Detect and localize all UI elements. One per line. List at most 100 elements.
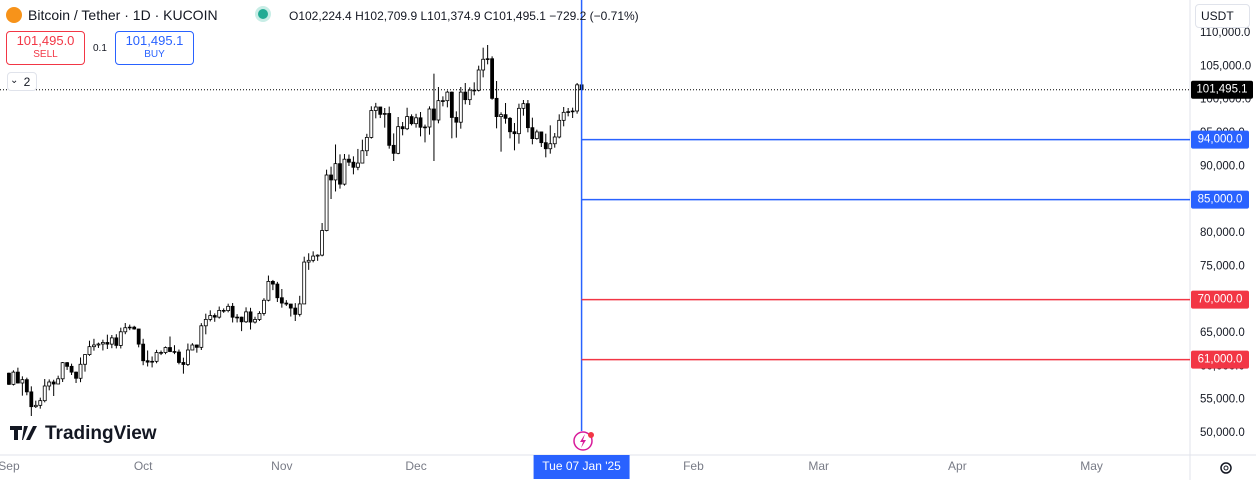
candle-body bbox=[262, 299, 266, 314]
candle-body bbox=[248, 311, 253, 323]
close-value: C101,495.1 bbox=[483, 9, 546, 23]
candle-body bbox=[127, 326, 132, 329]
tradingview-logo: TradingView bbox=[10, 423, 157, 444]
candle-body bbox=[208, 315, 213, 320]
candle-body bbox=[132, 326, 137, 330]
candle-body bbox=[539, 131, 544, 144]
candle-body bbox=[347, 158, 351, 163]
candle-body bbox=[168, 347, 172, 352]
candle-body bbox=[203, 318, 208, 327]
sell-button[interactable]: 101,495.0 SELL bbox=[6, 31, 85, 65]
candle-body bbox=[100, 342, 105, 345]
candle-body bbox=[575, 84, 580, 112]
low-value: L101,374.9 bbox=[420, 9, 481, 23]
candle-body bbox=[427, 108, 432, 128]
buy-button[interactable]: 101,495.1 BUY bbox=[115, 31, 194, 65]
price-line-label-box bbox=[1191, 130, 1249, 149]
candle-body bbox=[566, 111, 571, 113]
candle-body bbox=[24, 379, 29, 393]
y-tick-label: 110,000.0 bbox=[1200, 27, 1250, 39]
coin-icon bbox=[6, 7, 22, 23]
last-price-label-box bbox=[1191, 80, 1253, 99]
candle-body bbox=[525, 103, 530, 129]
candle-body bbox=[458, 91, 463, 123]
candle-body bbox=[382, 113, 387, 115]
candle-body bbox=[56, 378, 61, 385]
candle-body bbox=[360, 150, 365, 164]
chevron: ⌄ bbox=[10, 75, 19, 86]
candle-body bbox=[557, 119, 562, 138]
candle-body bbox=[561, 111, 566, 121]
candle-body bbox=[60, 362, 65, 380]
y-tick-label: 75,000.0 bbox=[1200, 260, 1245, 272]
candle-body bbox=[508, 117, 512, 133]
candle-body bbox=[141, 343, 146, 362]
candle-body bbox=[467, 89, 472, 101]
candle-body bbox=[123, 327, 128, 333]
settings-icon[interactable] bbox=[1220, 462, 1232, 474]
y-tick-label: 55,000.0 bbox=[1200, 394, 1245, 406]
candle-body bbox=[42, 385, 47, 402]
candle-body bbox=[235, 316, 240, 319]
y-tick-label: 65,000.0 bbox=[1200, 327, 1245, 339]
candle-body bbox=[145, 360, 150, 363]
candle-body bbox=[490, 58, 495, 99]
candle-body bbox=[436, 100, 441, 121]
candle-body bbox=[548, 143, 553, 150]
candle-body bbox=[154, 352, 159, 362]
x-tick-label: Apr bbox=[948, 459, 967, 473]
candle-body bbox=[400, 126, 405, 130]
y-tick-label: 80,000.0 bbox=[1200, 227, 1245, 239]
candle-body bbox=[230, 305, 235, 318]
candle-body bbox=[306, 259, 311, 263]
candle-body bbox=[570, 110, 575, 113]
candle-body bbox=[159, 352, 163, 354]
candle-body bbox=[329, 174, 333, 181]
candle-body bbox=[96, 343, 101, 346]
crosshair-label-box bbox=[533, 455, 630, 479]
candle-body bbox=[418, 117, 423, 128]
x-tick-label: Mar bbox=[808, 459, 829, 473]
candle-body bbox=[534, 131, 539, 140]
candle-body bbox=[105, 342, 110, 345]
alert-icon bbox=[573, 431, 594, 451]
candle-body bbox=[199, 325, 204, 348]
candle-body bbox=[288, 303, 293, 309]
candle-body bbox=[351, 161, 356, 168]
y-tick-label: 50,000.0 bbox=[1200, 427, 1245, 439]
x-tick-label: Nov bbox=[271, 459, 292, 473]
price-line-label-box bbox=[1191, 190, 1249, 209]
candle-body bbox=[266, 280, 271, 301]
candle-body bbox=[476, 69, 481, 91]
symbol-title: Bitcoin / Tether · 1D · KUCOIN bbox=[28, 7, 218, 23]
candle-body bbox=[87, 346, 92, 355]
buy-price: 101,495.1 bbox=[125, 33, 184, 48]
candle-body bbox=[315, 254, 320, 257]
candle-body bbox=[279, 297, 284, 304]
market-status bbox=[258, 9, 268, 19]
candle-body bbox=[414, 117, 418, 125]
candle-body bbox=[454, 117, 459, 123]
candle-body bbox=[15, 371, 20, 384]
candle-body bbox=[194, 344, 199, 348]
candle-body bbox=[212, 315, 217, 318]
candle-body bbox=[409, 116, 414, 125]
candle-body bbox=[387, 113, 392, 146]
candle-body bbox=[311, 255, 316, 261]
candle-body bbox=[320, 230, 325, 256]
change-value: −729.2 (−0.71%) bbox=[549, 9, 639, 23]
indicators-toggle[interactable]: 2 bbox=[7, 72, 37, 91]
candle-body bbox=[136, 328, 141, 345]
y-tick-label: 90,000.0 bbox=[1200, 160, 1245, 172]
x-tick-label: Dec bbox=[405, 459, 426, 473]
candle-body bbox=[494, 97, 499, 118]
candle-body bbox=[481, 58, 486, 71]
currency-select[interactable]: USDT bbox=[1195, 4, 1250, 28]
x-tick-label: Sep bbox=[0, 459, 20, 473]
candle-body bbox=[517, 107, 521, 135]
candle-body bbox=[440, 100, 445, 102]
candle-body bbox=[109, 337, 114, 345]
candle-body bbox=[239, 316, 244, 323]
candle-body bbox=[293, 307, 298, 315]
